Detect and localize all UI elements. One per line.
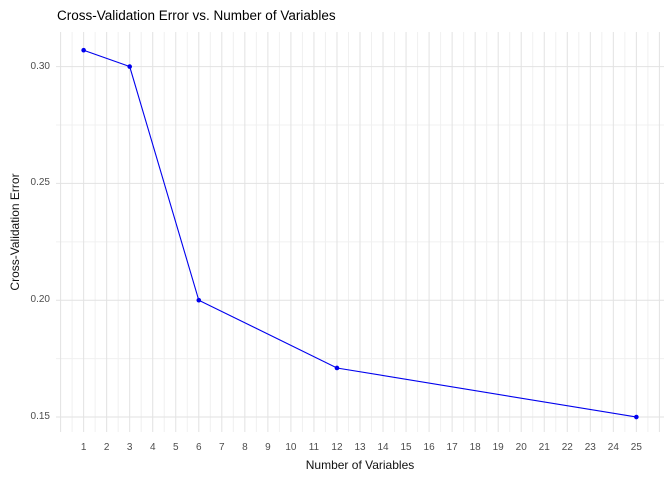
data-point — [634, 414, 639, 420]
data-point — [81, 47, 86, 53]
x-tick-label: 20 — [515, 442, 527, 453]
x-tick-label: 11 — [308, 442, 320, 453]
x-tick-label: 12 — [331, 442, 343, 453]
data-point — [127, 64, 132, 69]
x-tick-label: 9 — [265, 442, 271, 453]
x-tick-label: 23 — [584, 442, 596, 453]
x-tick-label: 3 — [126, 442, 133, 453]
y-tick-label: 0.15 — [30, 411, 50, 423]
x-tick-label: 19 — [492, 442, 504, 453]
x-axis-title: Number of Variables — [305, 458, 415, 472]
chart-title: Cross-Validation Error vs. Number of Var… — [57, 8, 336, 23]
x-tick-label: 10 — [285, 442, 297, 453]
x-tick-label: 15 — [400, 442, 412, 453]
y-tick-label: 0.20 — [30, 294, 50, 306]
x-tick-label: 5 — [172, 442, 179, 453]
x-tick-label: 18 — [469, 442, 481, 453]
x-tick-label: 17 — [446, 442, 458, 453]
x-tick-label: 13 — [354, 442, 366, 453]
y-tick-label: 0.30 — [30, 60, 50, 72]
x-tick-label: 25 — [630, 442, 642, 453]
data-point — [334, 365, 340, 371]
x-tick-label: 2 — [103, 442, 110, 453]
x-tick-label: 6 — [196, 442, 202, 453]
x-tick-label: 8 — [242, 442, 248, 453]
x-tick-label: 7 — [219, 442, 225, 453]
x-tick-label: 4 — [149, 442, 156, 453]
x-tick-label: 1 — [80, 442, 87, 453]
x-tick-label: 16 — [423, 442, 435, 453]
x-tick-label: 24 — [607, 442, 619, 453]
data-point — [196, 297, 202, 303]
x-tick-label: 22 — [561, 442, 573, 453]
y-tick-label: 0.25 — [30, 177, 50, 189]
x-tick-label: 21 — [538, 442, 550, 453]
x-tick-label: 14 — [377, 442, 389, 453]
